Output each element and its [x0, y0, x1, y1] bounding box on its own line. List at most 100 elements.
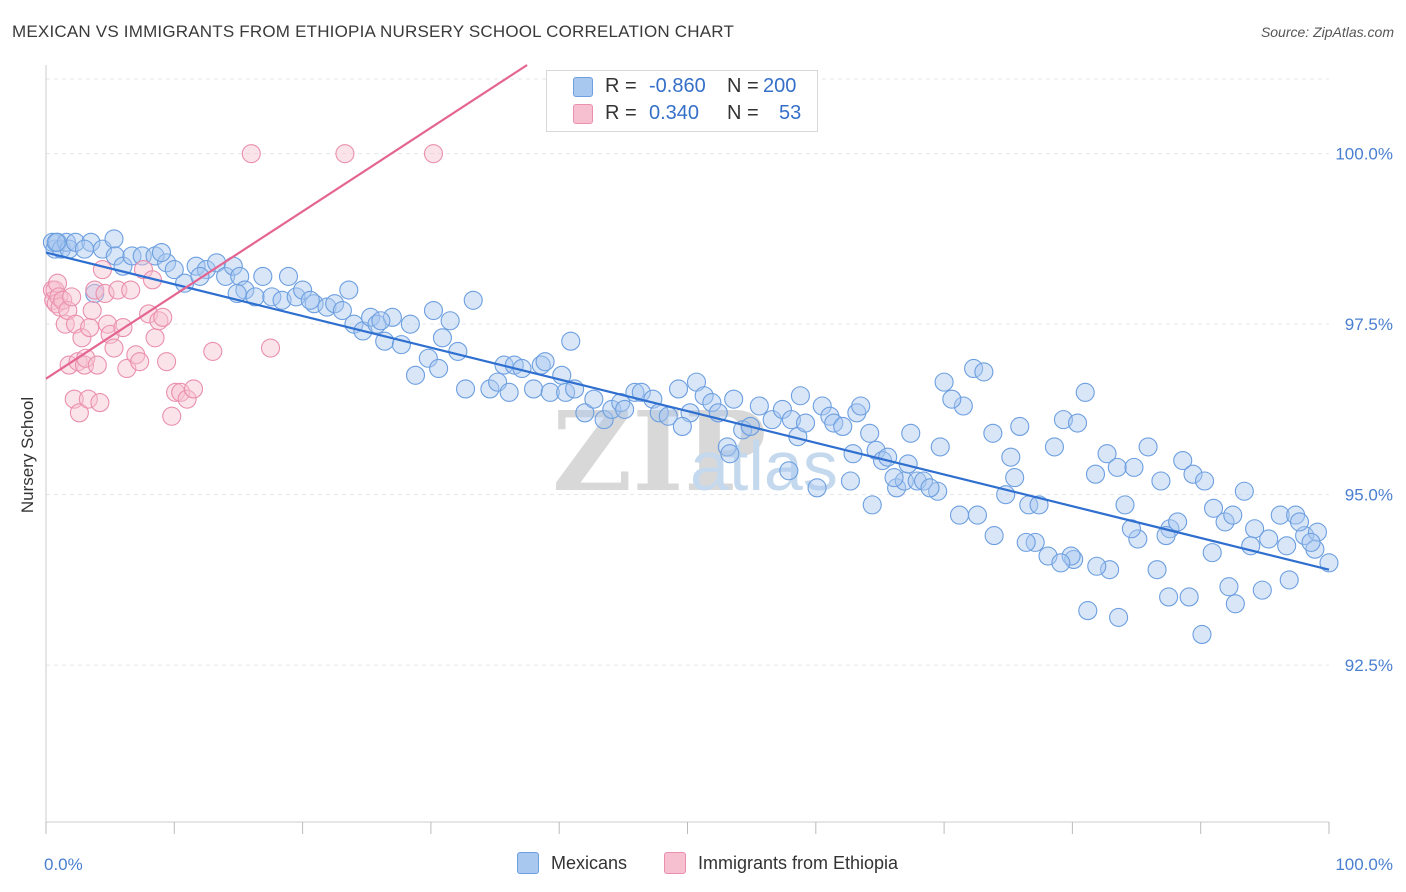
point-mexicans: [300, 290, 320, 310]
point-mexicans: [1215, 512, 1235, 532]
point-mexicans: [216, 266, 236, 286]
point-mexicans: [840, 471, 860, 491]
point-mexicans: [812, 396, 832, 416]
point-mexicans: [1194, 471, 1215, 491]
legend-r-label: R =: [605, 102, 637, 124]
point-ethiopia: [69, 403, 89, 423]
point-mexicans: [694, 386, 714, 406]
point-mexicans: [253, 266, 273, 286]
point-mexicans: [1138, 437, 1158, 457]
point-mexicans: [1010, 416, 1030, 437]
point-mexicans: [942, 389, 962, 409]
point-mexicans: [1087, 556, 1107, 576]
point-mexicans: [984, 526, 1004, 546]
bottom-legend-label-ethiopia: Immigrants from Ethiopia: [698, 852, 899, 873]
point-mexicans: [262, 287, 282, 307]
point-ethiopia: [82, 300, 102, 321]
point-mexicans: [790, 386, 810, 406]
point-mexicans: [1029, 495, 1049, 515]
point-mexicans: [455, 379, 476, 399]
point-mexicans: [1064, 549, 1084, 569]
point-mexicans: [245, 287, 265, 307]
point-mexicans: [463, 290, 483, 310]
point-ethiopia: [62, 287, 82, 307]
point-mexicans: [1234, 481, 1254, 501]
point-mexicans: [418, 348, 438, 368]
point-mexicans: [382, 307, 402, 327]
point-ethiopia: [78, 389, 98, 409]
point-mexicans: [1307, 522, 1328, 542]
point-mexicans: [934, 372, 954, 392]
data-points: [42, 144, 1339, 645]
point-mexicans: [1279, 570, 1299, 590]
point-mexicans: [104, 229, 124, 249]
point-ethiopia: [162, 406, 182, 426]
point-mexicans: [1100, 560, 1120, 580]
point-mexicans: [575, 403, 595, 423]
point-ethiopia: [90, 393, 110, 413]
point-ethiopia: [145, 328, 165, 348]
point-ethiopia: [72, 328, 92, 348]
point-mexicans: [1053, 410, 1073, 430]
point-mexicans: [1005, 468, 1025, 488]
point-mexicans: [1259, 529, 1279, 549]
point-mexicans: [1202, 543, 1222, 563]
point-mexicans: [964, 358, 984, 379]
point-mexicans: [724, 389, 744, 409]
y-tick-label: 97.5%: [1345, 315, 1393, 334]
point-ethiopia: [153, 307, 173, 327]
grid: [46, 78, 1329, 666]
point-mexicans: [1128, 529, 1148, 549]
x-tick-label-end: 100.0%: [1335, 855, 1393, 874]
point-mexicans: [1252, 580, 1272, 600]
point-mexicans: [584, 389, 604, 409]
point-mexicans: [325, 294, 345, 314]
legend-n-value-ethiopia: 53: [779, 102, 802, 124]
point-mexicans: [1219, 577, 1239, 597]
point-mexicans: [1168, 512, 1188, 532]
point-mexicans: [278, 266, 299, 286]
legend-r-value-mexicans: -0.860: [649, 75, 706, 97]
point-mexicans: [332, 300, 352, 321]
point-mexicans: [1001, 447, 1021, 467]
point-mexicans: [535, 352, 555, 372]
y-tick-labels: 92.5% 95.0% 97.5% 100.0%: [1335, 145, 1393, 675]
point-mexicans: [1319, 553, 1339, 573]
point-mexicans: [448, 341, 468, 361]
point-ethiopia: [183, 379, 204, 399]
x-tick-labels: 0.0% 100.0%: [44, 855, 1393, 874]
trend-lines: [45, 64, 1330, 571]
point-mexicans: [920, 478, 940, 498]
legend-n-label: N =: [727, 75, 759, 97]
point-mexicans: [1183, 464, 1203, 484]
point-mexicans: [862, 495, 882, 515]
point-mexicans: [1078, 601, 1098, 621]
point-mexicans: [122, 246, 142, 266]
point-mexicans: [523, 379, 544, 399]
legend-r-value-ethiopia: 0.340: [649, 102, 700, 124]
point-mexicans: [1192, 624, 1212, 645]
point-mexicans: [1223, 505, 1243, 525]
point-mexicans: [901, 423, 921, 443]
point-ethiopia: [157, 352, 177, 372]
point-mexicans: [668, 379, 689, 399]
point-ethiopia: [203, 341, 223, 361]
point-mexicans: [1159, 587, 1179, 607]
point-mexicans: [423, 300, 444, 321]
point-ethiopia: [423, 144, 444, 164]
axes: [45, 65, 1330, 834]
point-ethiopia: [95, 283, 115, 304]
point-mexicans: [884, 468, 904, 488]
point-mexicans: [1061, 546, 1081, 566]
point-mexicans: [1067, 413, 1088, 433]
y-tick-label: 100.0%: [1335, 145, 1393, 164]
point-mexicans: [762, 410, 782, 430]
point-mexicans: [371, 311, 391, 331]
point-mexicans: [860, 423, 880, 443]
y-tick-label: 92.5%: [1345, 656, 1393, 675]
point-ethiopia: [177, 389, 197, 409]
watermark: ZIP atlas: [552, 387, 838, 516]
source-credit: Source: ZipAtlas.com: [1260, 24, 1394, 40]
point-ethiopia: [80, 318, 100, 338]
point-mexicans: [1301, 532, 1321, 552]
